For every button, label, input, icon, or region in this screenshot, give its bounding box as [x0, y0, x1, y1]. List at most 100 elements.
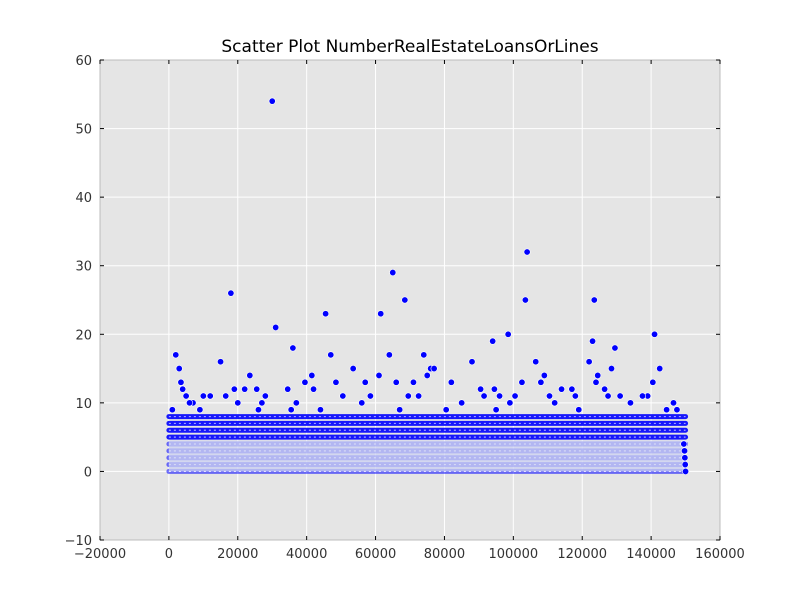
scatter-point — [651, 330, 659, 338]
scatter-point — [396, 406, 404, 414]
scatter-point — [589, 337, 597, 345]
scatter-point — [361, 378, 369, 386]
scatter-point — [310, 385, 318, 393]
scatter-point — [638, 392, 646, 400]
scatter-point — [227, 289, 235, 297]
scatter-point — [442, 406, 450, 414]
scatter-point — [199, 392, 207, 400]
scatter-point — [681, 447, 689, 455]
scatter-point — [523, 248, 531, 256]
scatter-point — [172, 351, 180, 359]
scatter-point — [182, 392, 190, 400]
scatter-point — [518, 378, 526, 386]
scatter-point — [175, 365, 183, 373]
scatter-point — [506, 399, 514, 407]
scatter-point — [261, 392, 269, 400]
scatter-point — [246, 371, 254, 379]
scatter-point — [551, 399, 559, 407]
scatter-point — [458, 399, 466, 407]
scatter-point — [392, 378, 400, 386]
scatter-point — [568, 385, 576, 393]
scatter-point — [492, 406, 500, 414]
band-fill — [168, 440, 686, 472]
scatter-point — [430, 365, 438, 373]
scatter-point — [681, 454, 689, 462]
scatter-point — [504, 330, 512, 338]
scatter-point — [575, 406, 583, 414]
scatter-point — [489, 337, 497, 345]
scatter-point — [511, 392, 519, 400]
scatter-point — [366, 392, 374, 400]
scatter-point — [217, 358, 225, 366]
scatter-point — [349, 365, 357, 373]
x-tick-label: −20000 — [74, 547, 126, 562]
y-tick-label: 50 — [75, 123, 92, 138]
scatter-point — [258, 399, 266, 407]
scatter-point — [681, 461, 689, 469]
y-tick-label: 10 — [75, 397, 92, 412]
scatter-point — [585, 358, 593, 366]
scatter-points — [168, 97, 690, 475]
scatter-point — [322, 310, 330, 318]
scatter-point — [177, 378, 185, 386]
scatter-point — [490, 385, 498, 393]
scatter-point — [339, 392, 347, 400]
scatter-point — [532, 358, 540, 366]
scatter-point — [168, 406, 176, 414]
scatter-point — [287, 406, 295, 414]
scatter-point — [308, 371, 316, 379]
y-tick-label: 30 — [75, 260, 92, 275]
scatter-point — [611, 344, 619, 352]
x-tick-label: 80000 — [424, 547, 465, 562]
scatter-point — [196, 406, 204, 414]
scatter-point — [222, 392, 230, 400]
scatter-point — [540, 371, 548, 379]
scatter-point — [377, 310, 385, 318]
y-tick-label: −10 — [65, 534, 92, 549]
scatter-point — [420, 351, 428, 359]
x-tick-label: 0 — [165, 547, 173, 562]
scatter-point — [607, 365, 615, 373]
scatter-point — [385, 351, 393, 359]
scatter-point — [241, 385, 249, 393]
scatter-point — [594, 371, 602, 379]
scatter-point — [179, 385, 187, 393]
scatter-point — [545, 392, 553, 400]
scatter-point — [289, 344, 297, 352]
scatter-point — [268, 97, 276, 105]
scatter-point — [254, 406, 262, 414]
scatter-point — [415, 392, 423, 400]
x-tick-label: 160000 — [695, 547, 745, 562]
y-tick-label: 60 — [75, 54, 92, 69]
scatter-point — [272, 323, 280, 331]
y-tick-label: 0 — [84, 465, 92, 480]
scatter-point — [292, 399, 300, 407]
scatter-point — [601, 385, 609, 393]
scatter-point — [284, 385, 292, 393]
scatter-point — [682, 467, 690, 475]
scatter-point — [423, 371, 431, 379]
x-tick-label: 40000 — [286, 547, 327, 562]
scatter-point — [234, 399, 242, 407]
x-tick-label: 120000 — [557, 547, 607, 562]
scatter-point — [480, 392, 488, 400]
scatter-point — [616, 392, 624, 400]
scatter-point — [558, 385, 566, 393]
scatter-point — [656, 365, 664, 373]
x-tick-label: 140000 — [626, 547, 676, 562]
scatter-point — [186, 399, 194, 407]
scatter-point — [358, 399, 366, 407]
scatter-point — [447, 378, 455, 386]
scatter-point — [468, 358, 476, 366]
scatter-point — [669, 399, 677, 407]
dense-point-band — [166, 414, 689, 474]
scatter-point — [401, 296, 409, 304]
plot-frame — [99, 59, 721, 541]
scatter-point — [604, 392, 612, 400]
scatter-point — [496, 392, 504, 400]
scatter-point — [404, 392, 412, 400]
scatter-point — [409, 378, 417, 386]
scatter-point — [673, 406, 681, 414]
scatter-point — [389, 269, 397, 277]
